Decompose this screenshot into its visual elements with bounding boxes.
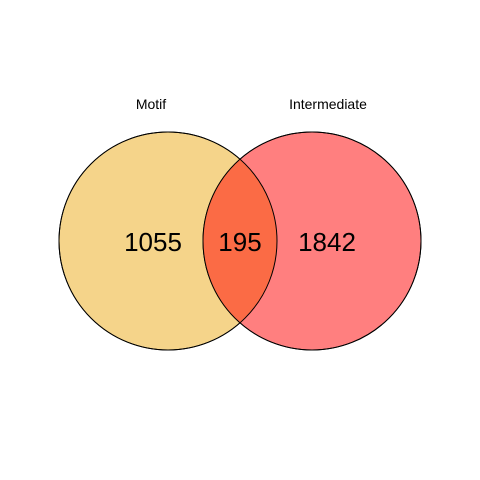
motif-set-label: Motif [136, 96, 166, 112]
motif-outline [58, 131, 278, 351]
intermediate-outline [202, 131, 422, 351]
intersection-region [203, 132, 277, 350]
intermediate-only-count: 1842 [298, 227, 356, 257]
intermediate-set-label: Intermediate [289, 96, 367, 112]
intersection-count: 195 [218, 227, 261, 257]
motif-only-count: 1055 [124, 227, 182, 257]
